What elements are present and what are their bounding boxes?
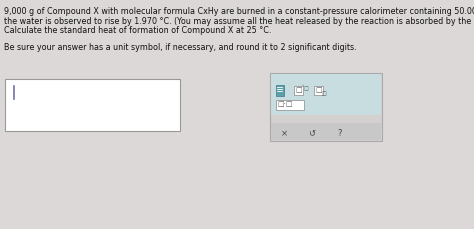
Text: the water is observed to rise by 1.970 °C. (You may assume all the heat released: the water is observed to rise by 1.970 °… (4, 16, 474, 25)
Text: Be sure your answer has a unit symbol, if necessary, and round it to 2 significa: Be sure your answer has a unit symbol, i… (4, 43, 356, 52)
FancyBboxPatch shape (271, 74, 381, 115)
Text: □: □ (322, 91, 327, 96)
FancyBboxPatch shape (294, 86, 303, 95)
Text: ⁺: ⁺ (302, 85, 304, 88)
Text: ?: ? (338, 129, 342, 138)
FancyBboxPatch shape (270, 73, 382, 141)
Text: □: □ (295, 87, 301, 93)
FancyBboxPatch shape (271, 123, 381, 140)
Text: ×: × (281, 129, 288, 138)
Text: □: □ (303, 86, 308, 91)
FancyBboxPatch shape (5, 79, 180, 131)
FancyBboxPatch shape (314, 86, 323, 95)
Text: □·□: □·□ (277, 101, 292, 107)
Text: 9,000 g of Compound X with molecular formula CxHy are burned in a constant-press: 9,000 g of Compound X with molecular for… (4, 7, 474, 16)
Text: Calculate the standard heat of formation of Compound X at 25 °C.: Calculate the standard heat of formation… (4, 26, 272, 35)
FancyBboxPatch shape (276, 85, 284, 96)
FancyBboxPatch shape (276, 100, 304, 110)
Text: □: □ (315, 87, 322, 93)
Text: ↺: ↺ (309, 129, 316, 138)
